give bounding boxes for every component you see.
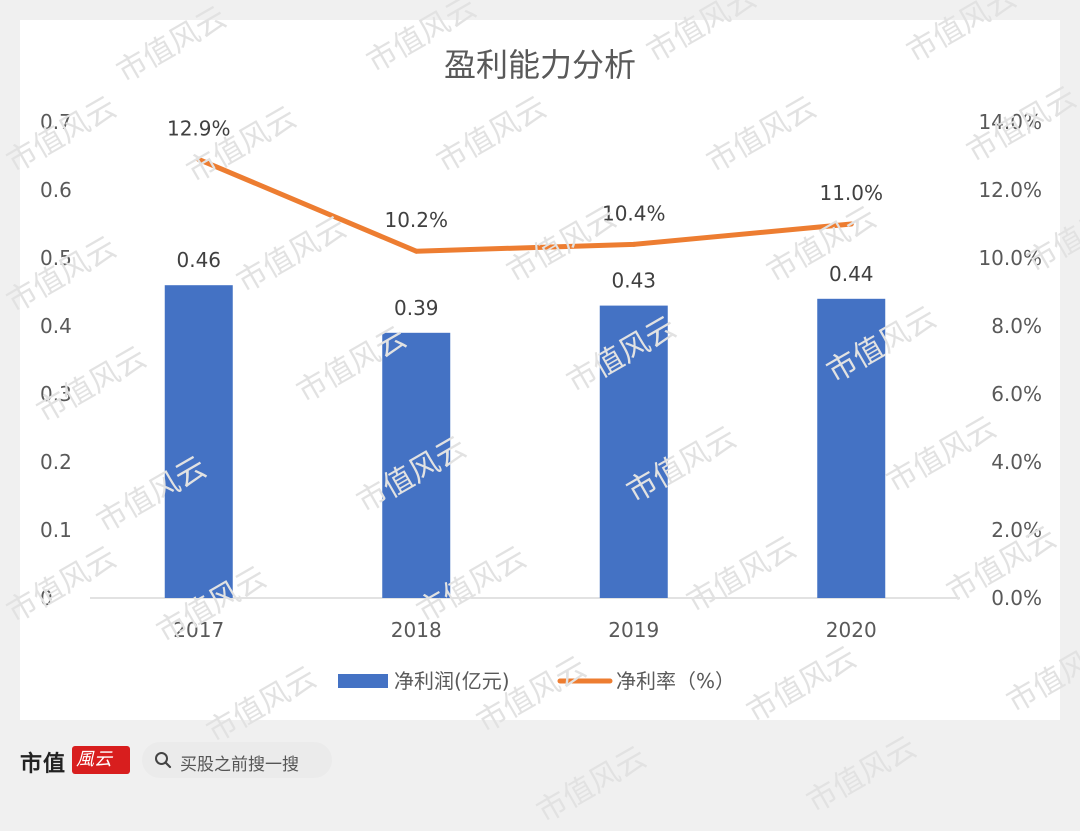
legend-swatch-bar [338, 674, 388, 688]
y-right-tick-label: 0.0% [991, 586, 1042, 610]
bar-data-label: 0.43 [611, 269, 656, 293]
y-right-tick-label: 2.0% [991, 518, 1042, 542]
y-left-tick-label: 0.7 [40, 110, 72, 134]
line-point [631, 241, 637, 247]
search-box[interactable]: 买股之前搜一搜 [142, 742, 332, 778]
line-data-label: 10.2% [384, 208, 448, 232]
brand-logo: 風云 [72, 746, 130, 774]
bar [599, 305, 668, 598]
chart: 盈利能力分析 0 0.1 0.2 0.3 0.4 0.5 0.6 0.7 0.0% 2.0% 4.0… [40, 46, 1042, 693]
y-left-tick-label: 0 [40, 586, 53, 610]
y-right-tick-label: 8.0% [991, 314, 1042, 338]
line-point [196, 156, 202, 162]
line-point [848, 221, 854, 227]
y-left-tick-label: 0.5 [40, 246, 72, 270]
y-right-tick-label: 12.0% [978, 178, 1042, 202]
chart-title: 盈利能力分析 [444, 46, 636, 84]
search-icon [155, 752, 172, 769]
y-left-tick-label: 0.3 [40, 382, 72, 406]
watermark-text: 市值风云 [531, 739, 653, 831]
x-tick-label: 2017 [173, 618, 224, 642]
line-data-label: 12.9% [167, 116, 231, 140]
y-left-tick-label: 0.6 [40, 178, 72, 202]
search-placeholder: 买股之前搜一搜 [180, 755, 299, 775]
x-tick-label: 2018 [391, 618, 442, 642]
brand-name: 市值 [20, 752, 67, 777]
bar-data-label: 0.46 [176, 248, 221, 272]
legend-label: 净利润(亿元) [394, 669, 510, 693]
y-left-tick-label: 0.2 [40, 450, 72, 474]
bar [164, 285, 233, 598]
y-right-tick-label: 4.0% [991, 450, 1042, 474]
line-data-label: 10.4% [602, 201, 666, 225]
y-right-tick-label: 6.0% [991, 382, 1042, 406]
y-right-tick-label: 14.0% [978, 110, 1042, 134]
y-left-tick-label: 0.1 [40, 518, 72, 542]
footer: 市值 風云 买股之前搜一搜 [20, 738, 420, 782]
x-tick-label: 2019 [608, 618, 659, 642]
y-right-tick-label: 10.0% [978, 246, 1042, 270]
bar-data-label: 0.39 [394, 296, 439, 320]
bar [817, 298, 886, 598]
legend-label: 净利率（%） [616, 669, 735, 693]
bar-data-label: 0.44 [829, 262, 874, 286]
bar [382, 332, 451, 598]
line-series [196, 156, 854, 254]
line-data-label: 11.0% [819, 181, 883, 205]
x-tick-label: 2020 [826, 618, 877, 642]
chart-card: 盈利能力分析 0 0.1 0.2 0.3 0.4 0.5 0.6 0.7 0.0% 2.0% 4.0… [20, 20, 1060, 720]
y-left-tick-label: 0.4 [40, 314, 72, 338]
watermark-text: 市值风云 [801, 729, 923, 821]
line-point [413, 248, 419, 254]
brand-logo-text: 風云 [76, 749, 112, 770]
